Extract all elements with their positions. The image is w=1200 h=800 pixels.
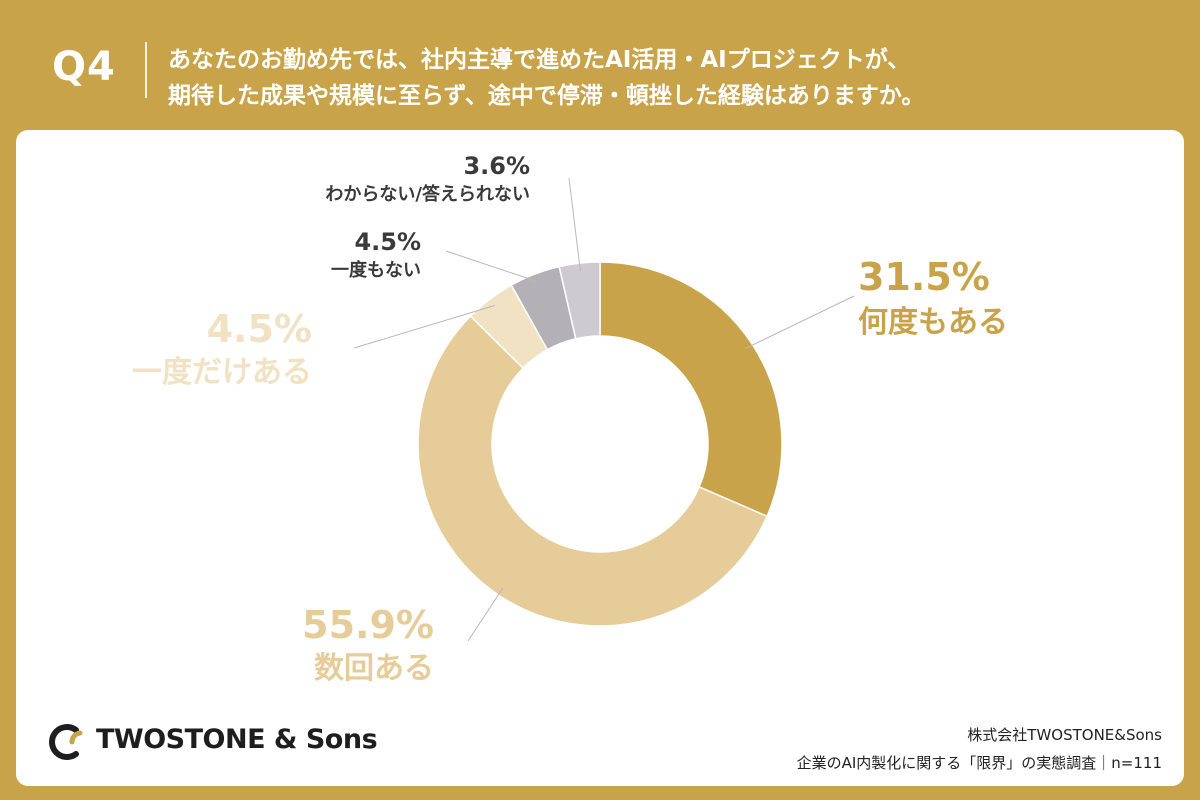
donut-slice-several-times [417, 315, 769, 627]
category-label-never: 一度もない [331, 259, 421, 281]
leader-line-once [353, 305, 495, 349]
value-label-several-times: 55.9% [302, 603, 434, 647]
donut-slice-many-times [599, 261, 783, 518]
category-label-several-times: 数回ある [314, 651, 434, 686]
value-label-unknown: 3.6% [463, 152, 530, 180]
question-header: Q4 あなたのお勤め先では、社内主導で進めたAI活用・AIプロジェクトが、 期待… [0, 0, 1200, 128]
donut-slice-unknown [558, 261, 601, 340]
question-text-line-1: あなたのお勤め先では、社内主導で進めたAI活用・AIプロジェクトが、 [168, 47, 911, 73]
leader-line-many-times [745, 295, 855, 349]
leader-line-unknown [568, 177, 581, 272]
survey-title: 企業のAI内製化に関する「限界」の実態調査｜n=111 [796, 754, 1162, 772]
value-label-once: 4.5% [207, 307, 312, 351]
company-name: 株式会社TWOSTONE&Sons [967, 726, 1162, 744]
question-number: Q4 [52, 44, 116, 90]
category-label-many-times: 何度もある [858, 305, 1008, 340]
question-text-line-2: 期待した成果や規模に至らず、途中で停滞・頓挫した経験はありますか。 [168, 83, 925, 109]
donut-chart: 31.5% 何度もある 55.9% 数回ある 4.5% 一度だけある 4.5% 一度もない 3.… [132, 152, 1008, 686]
brand-name: TWOSTONE & Sons [96, 724, 378, 755]
category-label-unknown: わからない/答えられない [325, 183, 530, 205]
chart-panel: 31.5% 何度もある 55.9% 数回ある 4.5% 一度だけある 4.5% 一度もない 3.… [16, 130, 1184, 786]
brand-mark-icon [49, 724, 83, 760]
category-label-once: 一度だけある [132, 355, 312, 390]
leader-line-never [445, 250, 538, 283]
leader-line-several-times [467, 587, 504, 642]
value-label-many-times: 31.5% [858, 255, 990, 299]
value-label-never: 4.5% [354, 228, 421, 256]
header-divider [145, 42, 147, 98]
